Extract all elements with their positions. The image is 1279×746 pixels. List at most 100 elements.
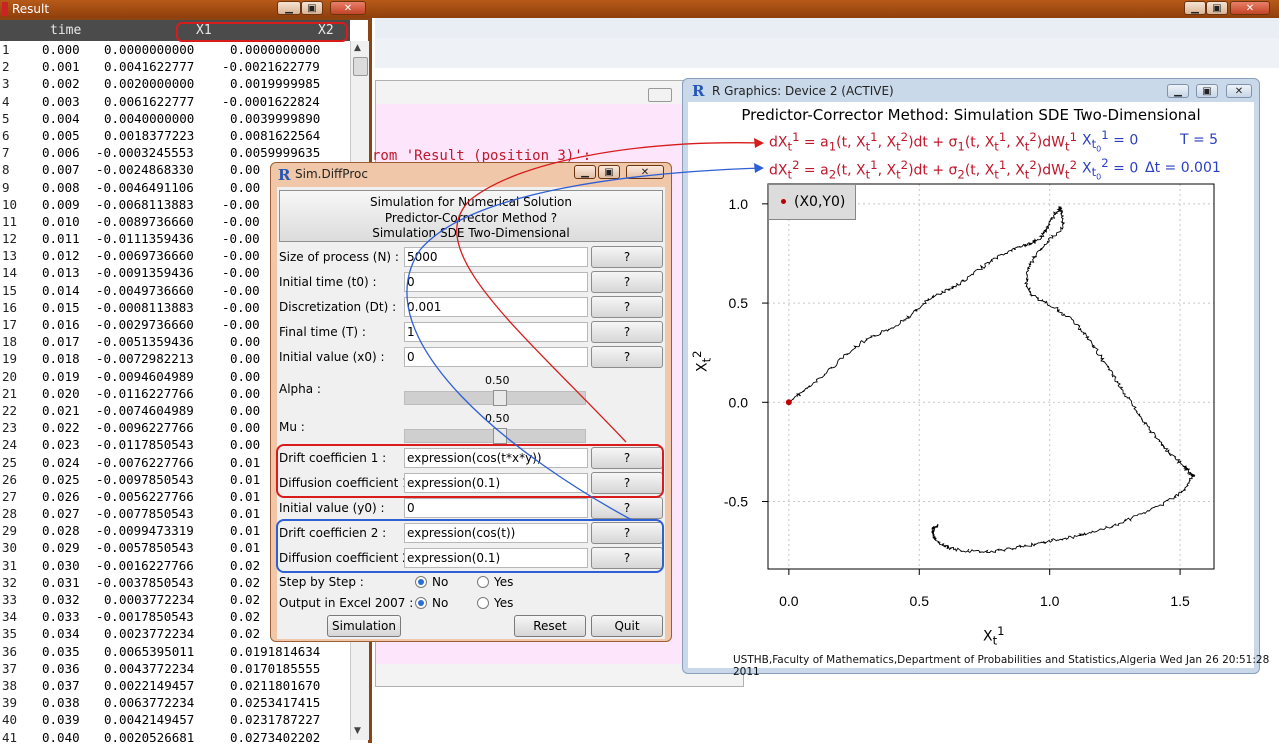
drift2-label: Drift coefficien 2 : xyxy=(279,526,387,540)
row-number: 17 xyxy=(2,317,18,332)
size-help-button[interactable]: ? xyxy=(591,246,663,268)
x1-cell: -0.0074604989 xyxy=(96,402,194,418)
excel-no-label: No xyxy=(432,596,449,610)
x1-cell: 0.0023772234 xyxy=(104,626,195,642)
quit-button[interactable]: Quit xyxy=(591,615,663,637)
result-window-title: Result xyxy=(0,0,370,18)
time-cell: 0.016 xyxy=(42,317,80,332)
x2-cell: -0.0021622779 xyxy=(222,59,320,75)
header-line-3: Simulation SDE Two-Dimensional xyxy=(372,226,570,240)
table-row: 34 0.033 -0.0017850543 0.02 xyxy=(0,608,350,625)
table-row: 35 0.034 0.0023772234 0.02 xyxy=(0,625,350,642)
x2-cell: -0.00 xyxy=(222,213,260,229)
x2-cell: 0.00 xyxy=(230,420,261,436)
step-yes-radio[interactable] xyxy=(477,576,489,588)
result-maximize-button[interactable]: ▣ xyxy=(301,1,323,15)
time-cell: 0.008 xyxy=(42,179,80,195)
x1-cell: -0.0056227766 xyxy=(96,488,194,504)
final-time-input[interactable]: 1 xyxy=(404,322,588,342)
diffusion2-input[interactable]: expression(0.1) xyxy=(404,548,588,568)
drift1-input[interactable]: expression(cos(t*x*y)) xyxy=(404,448,588,468)
result-close-button[interactable]: ✕ xyxy=(330,1,366,15)
dt-input[interactable]: 0.001 xyxy=(404,297,588,317)
graphics-minimize-button[interactable]: ▁ xyxy=(1167,84,1189,98)
scroll-down-icon[interactable]: ▼ xyxy=(354,726,361,736)
result-minimize-button[interactable]: ▁ xyxy=(277,1,301,15)
row-number: 19 xyxy=(2,351,18,367)
x2-cell: 0.01 xyxy=(230,540,261,556)
row-number: 23 xyxy=(2,420,18,436)
row-number: 30 xyxy=(2,540,18,556)
time-cell: 0.006 xyxy=(42,145,80,161)
table-row: 25 0.024 -0.0076227766 0.01 xyxy=(0,454,350,471)
x1-cell: 0.0003772234 xyxy=(104,592,195,607)
dt-help-button[interactable]: ? xyxy=(591,296,663,318)
simulation-button[interactable]: Simulation xyxy=(327,615,401,637)
x2-cell: 0.00 xyxy=(230,368,261,384)
x2-cell: -0.00 xyxy=(222,299,260,315)
mu-slider[interactable] xyxy=(404,428,586,444)
x0-label: Initial value (x0) : xyxy=(279,350,385,364)
column-time[interactable]: time xyxy=(50,23,82,38)
main-close-button[interactable]: ✕ xyxy=(1230,1,1270,15)
x0-input[interactable]: 0 xyxy=(404,347,588,367)
scroll-thumb[interactable] xyxy=(353,57,368,76)
scroll-up-icon[interactable]: ▲ xyxy=(354,43,361,53)
row-number: 15 xyxy=(2,282,18,298)
time-cell: 0.023 xyxy=(42,437,80,453)
result-table: 1 0.000 0.0000000000 0.0000000000 2 0.001 0.00… xyxy=(0,41,350,746)
main-maximize-button[interactable]: ▣ xyxy=(1206,1,1228,15)
mu-slider-thumb[interactable] xyxy=(493,428,507,444)
alpha-slider-thumb[interactable] xyxy=(493,390,507,406)
trajectory-line xyxy=(788,206,1196,553)
row-number: 39 xyxy=(2,695,18,711)
x1-cell: -0.0029736660 xyxy=(96,317,194,332)
row-number: 1 xyxy=(2,42,10,57)
row-number: 25 xyxy=(2,454,18,470)
t0-help-button[interactable]: ? xyxy=(591,271,663,293)
sim-maximize-button[interactable]: ▣ xyxy=(598,165,620,179)
alpha-slider[interactable] xyxy=(404,390,586,406)
t0-input[interactable]: 0 xyxy=(404,272,588,292)
column-x1[interactable]: X1 xyxy=(196,23,212,38)
diffusion1-input[interactable]: expression(0.1) xyxy=(404,473,588,493)
y0-input[interactable]: 0 xyxy=(404,498,588,518)
diffusion2-label: Diffusion coefficient 2: xyxy=(279,551,414,565)
header-line-2: Predictor-Corrector Method ? xyxy=(384,210,558,225)
table-row: 14 0.013 -0.0091359436 -0.00 xyxy=(0,264,350,281)
time-cell: 0.026 xyxy=(42,488,80,504)
main-minimize-button[interactable]: ▁ xyxy=(1184,1,1206,15)
x1-cell: 0.0020000000 xyxy=(104,76,195,92)
reset-button[interactable]: Reset xyxy=(514,615,586,637)
x2-cell: 0.0191814634 xyxy=(230,643,321,659)
table-row: 1 0.000 0.0000000000 0.0000000000 xyxy=(0,41,350,58)
column-x2[interactable]: X2 xyxy=(318,23,334,38)
row-number: 35 xyxy=(2,626,18,642)
excel-no-radio[interactable] xyxy=(415,597,427,609)
timestep-annotation: Δt = 0.001 xyxy=(1145,160,1221,176)
drift2-input[interactable]: expression(cos(t)) xyxy=(404,523,588,543)
time-cell: 0.031 xyxy=(42,574,80,590)
table-row: 10 0.009 -0.0068113883 -0.00 xyxy=(0,196,350,213)
time-cell: 0.009 xyxy=(42,196,80,212)
time-cell: 0.021 xyxy=(42,402,80,418)
time-cell: 0.034 xyxy=(42,626,80,642)
table-row: 36 0.035 0.0065395011 0.0191814634 xyxy=(0,643,350,660)
row-number: 33 xyxy=(2,592,18,607)
graphics-maximize-button[interactable]: ▣ xyxy=(1196,84,1218,98)
step-no-radio[interactable] xyxy=(415,576,427,588)
excel-yes-radio[interactable] xyxy=(477,597,489,609)
table-row: 5 0.004 0.0040000000 0.0039999890 xyxy=(0,110,350,127)
x1-cell: 0.0018377223 xyxy=(104,127,195,143)
table-row: 21 0.020 -0.0116227766 0.00 xyxy=(0,385,350,402)
x0-help-button[interactable]: ? xyxy=(591,346,663,368)
blue-arrow-head xyxy=(754,163,764,173)
final-time-help-button[interactable]: ? xyxy=(591,321,663,343)
sim-minimize-button[interactable]: ▁ xyxy=(574,165,596,179)
x2-cell: 0.02 xyxy=(230,574,261,590)
time-cell: 0.017 xyxy=(42,334,80,350)
x1-cell: 0.0042149457 xyxy=(104,712,195,728)
graphics-close-button[interactable]: ✕ xyxy=(1226,84,1252,98)
row-number: 24 xyxy=(2,437,18,453)
x1-cell: -0.0046491106 xyxy=(96,179,194,195)
